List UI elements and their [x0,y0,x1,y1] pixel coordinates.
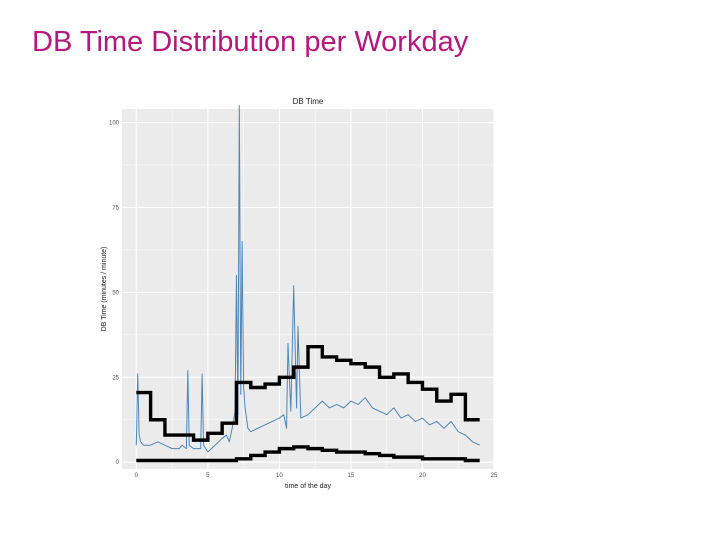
x-axis-title: time of the day [285,483,331,490]
x-tick-label: 10 [276,473,283,479]
band-line-1 [136,345,480,442]
x-tick-label: 15 [348,473,355,479]
y-tick-label: 25 [112,375,119,381]
slide-title: DB Time Distribution per Workday [32,26,469,58]
x-tick-label: 25 [491,473,498,479]
axis-ticks: 0 5 10 15 20 25 0 25 50 75 100 [109,121,498,479]
y-tick-label: 75 [112,205,119,211]
y-tick-label: 100 [109,121,120,127]
x-tick-label: 0 [135,473,139,479]
y-tick-label: 0 [116,460,120,466]
series-layer [135,105,480,463]
db-time-chart: 0 5 10 15 20 25 0 25 50 75 100 DB Time time of the… [101,97,498,490]
plot-panel [122,109,494,469]
db-time-series-line [135,105,480,453]
x-tick-label: 20 [419,473,426,479]
band-line-2 [136,445,480,463]
chart-title: DB Time [293,97,324,106]
y-tick-label: 50 [112,290,119,296]
y-axis-title: DB Time (minutes / minute) [101,247,108,332]
gridlines [122,109,495,469]
x-tick-label: 5 [206,473,210,479]
